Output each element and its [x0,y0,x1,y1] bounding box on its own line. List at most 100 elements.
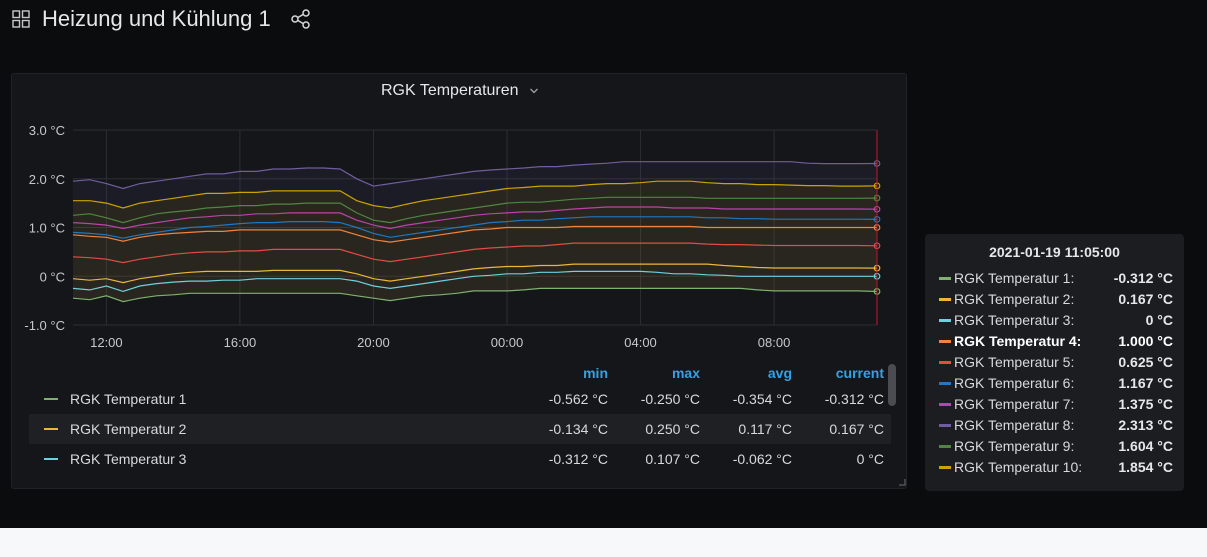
legend-value-max: -0.250 °C [640,391,700,407]
series-line-5 [72,242,878,264]
series-line-1 [72,287,878,303]
tooltip-series-name: RGK Temperatur 10: [954,459,1083,475]
tooltip-row: RGK Temperatur 9: 1.604 °C [925,436,1184,457]
tooltip-series-value: 1.854 °C [1118,459,1173,475]
legend-color-swatch[interactable] [44,428,58,430]
temperature-chart[interactable]: 3.0 °C 2.0 °C 1.0 °C 0 °C -1.0 °C 12:00 16:00 2… [12,74,908,359]
legend-value-max: 0.107 °C [645,451,700,467]
tooltip-row: RGK Temperatur 10: 1.854 °C [925,457,1184,478]
x-tick-label: 00:00 [491,335,524,350]
legend-header-current[interactable]: current [835,365,884,381]
x-tick-label: 12:00 [90,335,123,350]
legend-value-min: -0.562 °C [548,391,608,407]
series-line-3 [72,270,877,293]
tooltip-series-value: -0.312 °C [1113,270,1173,286]
y-tick-label: -1.0 °C [24,318,65,333]
tooltip-series-value: 1.375 °C [1118,396,1173,412]
tooltip-color-swatch [939,382,951,385]
series-line-8 [72,161,878,190]
dashboard-grid-icon[interactable] [12,10,30,28]
tooltip-color-swatch [939,277,951,280]
legend-value-current: -0.312 °C [824,391,884,407]
legend-value-min: -0.312 °C [548,451,608,467]
chevron-down-icon[interactable] [529,86,539,96]
legend-value-avg: -0.354 °C [732,391,792,407]
legend-color-swatch[interactable] [44,398,58,400]
tooltip-row: RGK Temperatur 1: -0.312 °C [925,268,1184,289]
y-tick-label: 1.0 °C [29,221,65,236]
tooltip-series-value: 1.604 °C [1118,438,1173,454]
tooltip-color-swatch [939,445,951,448]
y-tick-label: 2.0 °C [29,172,65,187]
legend-value-avg: -0.062 °C [732,451,792,467]
resize-handle-icon[interactable] [898,478,906,486]
y-tick-label: 3.0 °C [29,123,65,138]
tooltip-series-value: 0 °C [1145,312,1173,328]
tooltip-series-name: RGK Temperatur 4: [954,333,1082,349]
series-line-9 [72,196,878,224]
legend-header-max[interactable]: max [671,365,700,381]
legend-series-name[interactable]: RGK Temperatur 2 [70,421,187,437]
tooltip-series-name: RGK Temperatur 6: [954,375,1075,391]
tooltip-color-swatch [939,340,951,343]
legend-value-max: 0.250 °C [645,421,700,437]
panel-header[interactable]: RGK Temperaturen [12,82,908,100]
tooltip-row: RGK Temperatur 5: 0.625 °C [925,352,1184,373]
legend-value-min: -0.134 °C [548,421,608,437]
tooltip-color-swatch [939,319,951,322]
tooltip-color-swatch [939,403,951,406]
tooltip-row: RGK Temperatur 8: 2.313 °C [925,415,1184,436]
hover-tooltip: 2021-01-19 11:05:00 RGK Temperatur 1: -0.… [925,234,1184,491]
tooltip-series-name: RGK Temperatur 8: [954,417,1075,433]
legend-header-avg[interactable]: avg [767,365,792,381]
legend-row[interactable]: RGK Temperatur 1 -0.562 °C -0.250 °C -0.354… [29,384,891,414]
legend-value-current: 0 °C [856,451,884,467]
tooltip-series-name: RGK Temperatur 2: [954,291,1075,307]
legend-series-name[interactable]: RGK Temperatur 3 [70,451,187,467]
x-tick-label: 16:00 [224,335,257,350]
series-line-4 [72,225,877,243]
legend-value-avg: 0.117 °C [738,421,792,437]
legend-row[interactable]: RGK Temperatur 3 -0.312 °C 0.107 °C -0.062 … [29,444,891,474]
tooltip-row: RGK Temperatur 7: 1.375 °C [925,394,1184,415]
tooltip-series-name: RGK Temperatur 9: [954,438,1075,454]
x-tick-label: 08:00 [758,335,791,350]
legend-header-min[interactable]: min [583,365,608,381]
tooltip-series-value: 2.313 °C [1118,417,1173,433]
series-line-10 [73,180,878,209]
series-line-2 [72,263,878,284]
tooltip-series-value: 0.167 °C [1118,291,1173,307]
tooltip-series-value: 1.000 °C [1118,333,1173,349]
temperature-panel: RGK Temperaturen 3.0 °C 2.0 °C 1.0 °C 0 °C -… [11,73,907,489]
x-tick-label: 20:00 [357,335,390,350]
dashboard-header: Heizung und Kühlung 1 [0,0,1207,40]
tooltip-color-swatch [939,424,951,427]
legend-row[interactable]: RGK Temperatur 2 -0.134 °C 0.250 °C 0.117 °… [29,414,891,444]
tooltip-color-swatch [939,466,951,469]
x-tick-label: 04:00 [624,335,657,350]
series-line-7 [72,206,878,230]
tooltip-series-name: RGK Temperatur 3: [954,312,1075,328]
legend-scrollbar[interactable] [888,364,896,406]
page-footer-strip [0,528,1207,557]
legend-series-name[interactable]: RGK Temperatur 1 [70,391,187,407]
tooltip-row: RGK Temperatur 3: 0 °C [925,310,1184,331]
legend-color-swatch[interactable] [44,458,58,460]
share-icon[interactable] [290,9,312,29]
tooltip-series-value: 1.167 °C [1118,375,1173,391]
tooltip-row: RGK Temperatur 2: 0.167 °C [925,289,1184,310]
series-line-6 [72,216,878,239]
panel-title[interactable]: RGK Temperaturen [381,82,519,99]
tooltip-color-swatch [939,361,951,364]
tooltip-time: 2021-01-19 11:05:00 [989,244,1120,260]
tooltip-color-swatch [939,298,951,301]
tooltip-series-name: RGK Temperatur 7: [954,396,1075,412]
y-tick-label: 0 °C [40,269,65,284]
legend-value-current: 0.167 °C [829,421,884,437]
tooltip-series-name: RGK Temperatur 1: [954,270,1075,286]
dashboard-title[interactable]: Heizung und Kühlung 1 [42,6,271,31]
fill-band-upper [73,161,877,208]
tooltip-series-value: 0.625 °C [1118,354,1173,370]
tooltip-series-name: RGK Temperatur 5: [954,354,1075,370]
tooltip-row: RGK Temperatur 6: 1.167 °C [925,373,1184,394]
